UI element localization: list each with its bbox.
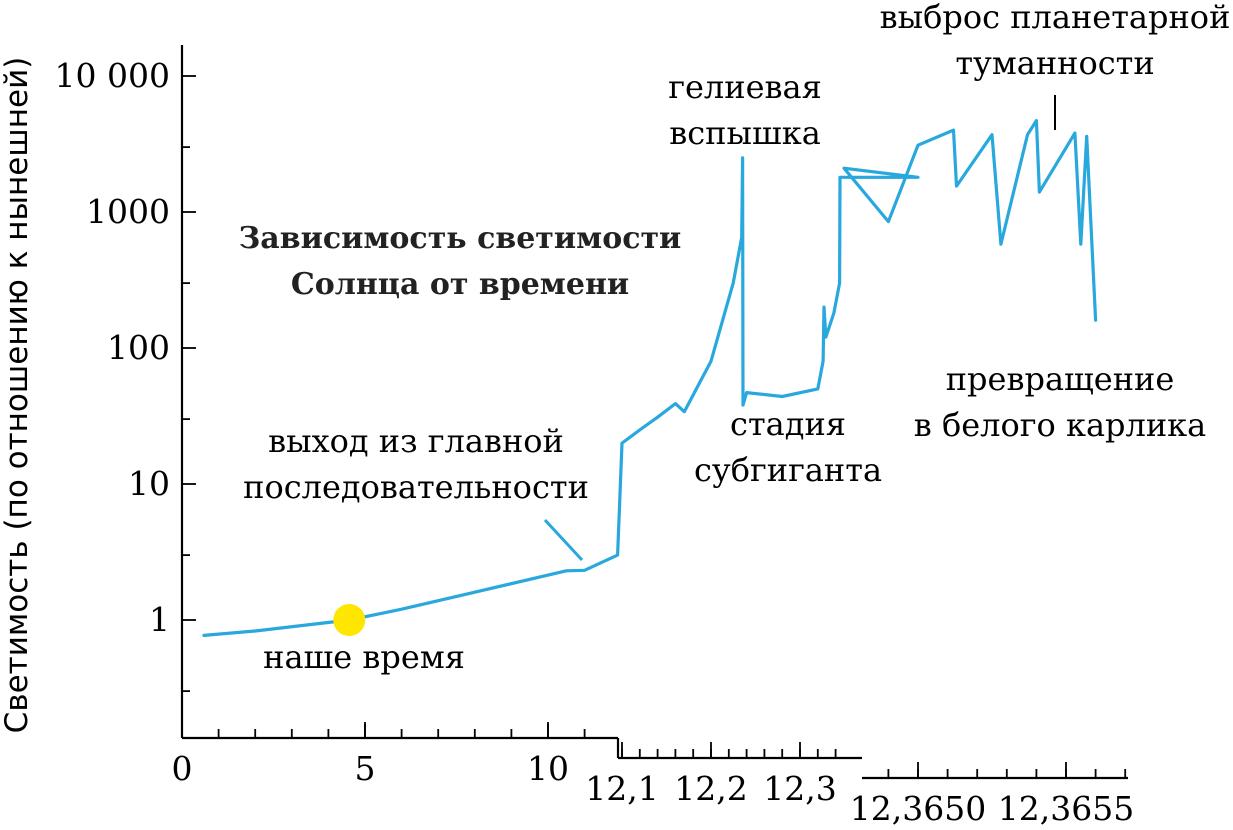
x-tick-label: 12,2 <box>674 769 747 808</box>
y-tick-label: 10 <box>128 464 170 503</box>
x-tick-label: 10 <box>527 749 569 788</box>
chart-title-line-2: Солнца от времени <box>291 267 629 302</box>
annotation-helium-flash-line-2: вспышка <box>669 114 821 152</box>
x-tick-label: 12,3 <box>763 769 836 808</box>
annotation-subgiant-line-1: стадия <box>730 405 846 443</box>
annotation-ms-exit-leader <box>543 518 584 562</box>
chart-title-line-1: Зависимость светимости <box>239 221 682 256</box>
annotation-subgiant-line-2: субгиганта <box>694 451 882 489</box>
annotation-present-day: наше время <box>263 638 465 676</box>
annotation-white-dwarf-line-2: в белого карлика <box>914 406 1206 444</box>
y-tick-label: 10 000 <box>55 56 170 95</box>
x-tick-label: 5 <box>355 749 376 788</box>
x-tick-label: 0 <box>172 749 193 788</box>
annotation-white-dwarf-line-1: превращение <box>946 360 1175 398</box>
y-ticks: 1 10 100 1000 10 000 <box>55 56 196 693</box>
y-tick-label: 1 <box>149 600 170 639</box>
annotation-ms-exit-line-2: последовательности <box>243 468 589 506</box>
annotation-helium-flash-line-1: гелиевая <box>668 68 822 106</box>
present-day-marker <box>333 604 366 636</box>
annotation-ms-exit-line-1: выход из главной <box>268 422 564 460</box>
y-axis-label: Светимость (по отношению к нынешней) <box>0 57 35 734</box>
annotation-nebula-line-1: выброс планетарной <box>880 0 1231 36</box>
y-tick-label: 1000 <box>86 192 170 231</box>
x-ticks: 0 5 10 12,1 12,2 12,3 12,3650 12,3655 <box>172 722 1134 828</box>
annotation-nebula-line-2: туманности <box>955 44 1154 82</box>
x-tick-label: 12,3650 <box>850 789 986 828</box>
y-tick-label: 100 <box>107 328 170 367</box>
x-tick-label: 12,3655 <box>998 789 1134 828</box>
x-tick-label: 12,1 <box>585 769 658 808</box>
luminosity-series-line <box>202 119 1098 637</box>
